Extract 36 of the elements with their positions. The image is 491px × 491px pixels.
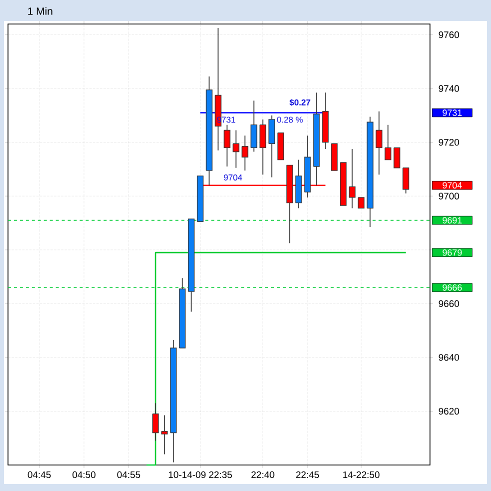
x-tick-label: 10-14-09 22:35 (168, 471, 232, 478)
x-tick-label: 04:55 (117, 471, 140, 478)
x-tick-label: 22:45 (296, 471, 319, 478)
x-tick-label: 04:50 (72, 471, 96, 478)
candlestick (376, 110, 382, 176)
text: 9679 (442, 249, 462, 256)
candlestick (402, 167, 410, 194)
candlestick (224, 124, 230, 167)
y-tick-label: 9740 (438, 85, 460, 92)
candlestick (260, 119, 266, 176)
y-tick-label: 9760 (438, 31, 460, 38)
y-tick-label: 9660 (438, 300, 460, 308)
annotation: 9704 (224, 174, 242, 180)
y-tick-label: 9720 (438, 138, 460, 146)
x-tick-label: 14-22:50 (343, 471, 380, 478)
candlestick (358, 197, 364, 209)
text: 9704 (442, 182, 462, 189)
candlestick (394, 147, 400, 168)
candlestick (161, 414, 168, 455)
ref-line-label: 9691 (442, 217, 462, 224)
candlestick (348, 148, 356, 209)
x-tick-label: 04:45 (28, 471, 51, 478)
candlestick (152, 402, 159, 442)
y-tick-label: 9620 (438, 408, 460, 415)
x-tick-label: 22:40 (251, 471, 274, 478)
y-tick-label: 9640 (438, 354, 460, 361)
candlestick (232, 130, 240, 168)
candlestick (242, 135, 248, 171)
annotation: 0.28 % (277, 116, 303, 123)
candlestick (384, 124, 392, 160)
ref-line-label: 9666 (442, 284, 462, 291)
text: 9731 (442, 110, 462, 116)
y-tick-label: 9700 (438, 192, 460, 200)
candlestick (250, 100, 258, 152)
chart-title: 1 Min (28, 7, 52, 15)
annotation: $0.27 (290, 99, 310, 106)
